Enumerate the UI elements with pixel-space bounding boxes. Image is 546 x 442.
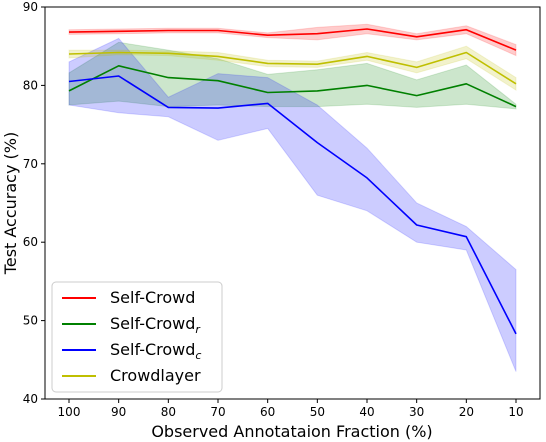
y-axis-ticks: 40 50 60 70 80 90 — [23, 0, 45, 406]
x-tick-label: 80 — [161, 405, 176, 419]
y-tick-label: 40 — [23, 392, 38, 406]
legend: Self-Crowd Self-Crowdr Self-Crowdc Crowdlay… — [51, 281, 223, 393]
legend-entry-self-crowd: Self-Crowd — [110, 288, 195, 307]
self-crowd-line — [68, 28, 517, 51]
plot-frame — [44, 6, 541, 400]
self-crowd-r-line — [68, 65, 517, 108]
y-tick-label: 80 — [23, 78, 38, 92]
legend-entry-self-crowd-c: Self-Crowdc — [110, 340, 201, 362]
y-tick-label: 70 — [23, 157, 38, 171]
x-axis-ticks: 100 90 80 70 60 50 40 30 20 10 — [58, 399, 524, 419]
self-crowd-c-line — [68, 75, 517, 335]
x-tick-label: 20 — [459, 405, 474, 419]
x-axis-label: Observed Annotataion Fraction (%) — [151, 422, 432, 441]
self-crowd-c-band — [68, 37, 517, 372]
legend-entry-crowdlayer: Crowdlayer — [110, 366, 201, 385]
x-tick-label: 30 — [409, 405, 424, 419]
confidence-bands — [68, 23, 517, 372]
self-crowd-band — [68, 23, 517, 57]
x-tick-label: 70 — [210, 405, 225, 419]
crowdlayer-line — [68, 51, 517, 85]
x-tick-label: 10 — [508, 405, 523, 419]
legend-subscript: r — [195, 323, 201, 336]
y-tick-label: 90 — [23, 0, 38, 14]
y-axis-label: Test Accuracy (%) — [1, 132, 20, 275]
x-tick-label: 90 — [111, 405, 126, 419]
legend-subscript: c — [195, 349, 201, 362]
y-tick-label: 50 — [23, 314, 38, 328]
x-tick-label: 100 — [58, 405, 81, 419]
legend-entry-self-crowd-r: Self-Crowdr — [110, 314, 201, 336]
y-tick-label: 60 — [23, 235, 38, 249]
x-tick-label: 60 — [260, 405, 275, 419]
series-lines — [68, 28, 517, 335]
x-tick-label: 50 — [310, 405, 325, 419]
crowdlayer-band — [68, 45, 517, 92]
x-tick-label: 40 — [359, 405, 374, 419]
legend-box — [51, 281, 223, 393]
